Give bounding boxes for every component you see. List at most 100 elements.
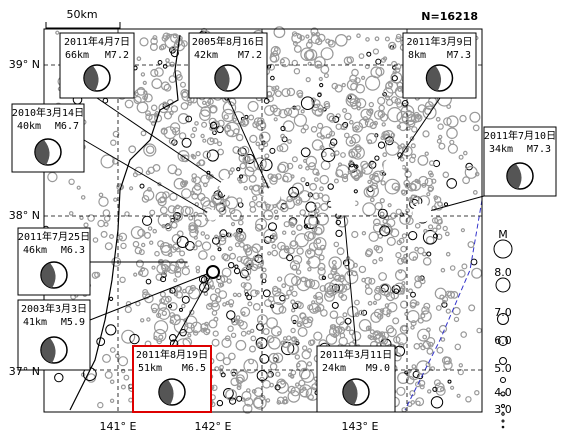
- quake: [259, 134, 264, 140]
- event-magnitude: M7.2: [238, 50, 262, 61]
- epicenter: [206, 265, 220, 279]
- quake: [378, 272, 388, 281]
- quake: [247, 100, 259, 112]
- quake: [297, 92, 304, 99]
- quake: [395, 33, 402, 40]
- quake: [262, 328, 270, 336]
- quake: [377, 110, 386, 119]
- quake: [351, 102, 358, 110]
- legend-label: 3.0: [494, 403, 512, 416]
- beachball-quadrant: [35, 140, 50, 165]
- beachball-quadrant: [343, 380, 358, 405]
- quake: [181, 267, 190, 276]
- quake: [436, 346, 444, 354]
- quake: [385, 80, 399, 94]
- quake: [379, 225, 391, 237]
- quake: [300, 369, 315, 383]
- quake: [308, 210, 316, 219]
- legend-label: 7.0: [494, 306, 512, 319]
- quake: [187, 333, 192, 338]
- quake: [178, 132, 187, 140]
- quake: [474, 171, 480, 177]
- quake: [309, 279, 320, 290]
- quake: [292, 254, 303, 265]
- quake: [445, 290, 452, 297]
- quake: [288, 106, 300, 118]
- quake: [320, 202, 329, 212]
- quake: [373, 120, 379, 126]
- quake: [227, 232, 233, 238]
- quake: [315, 296, 324, 305]
- quake: [307, 38, 313, 44]
- quake: [248, 174, 257, 183]
- quake: [417, 246, 425, 255]
- quake: [393, 288, 400, 295]
- quake: [201, 121, 208, 128]
- event-date: 2011年3月11日: [320, 348, 392, 361]
- quake: [225, 388, 238, 401]
- quake: [460, 228, 465, 233]
- quake: [221, 337, 232, 348]
- quake: [264, 299, 273, 308]
- quake: [280, 379, 286, 385]
- quake: [151, 265, 156, 270]
- quake: [142, 215, 153, 226]
- quake: [410, 320, 417, 327]
- quake: [236, 292, 242, 298]
- quake: [229, 209, 242, 222]
- quake: [329, 326, 341, 338]
- quake: [280, 245, 286, 251]
- quake: [392, 317, 400, 325]
- quake: [143, 143, 157, 157]
- quake: [368, 277, 376, 285]
- quake: [240, 306, 251, 317]
- quake: [350, 168, 362, 180]
- quake: [179, 307, 183, 312]
- event-magnitude: M7.2: [105, 50, 129, 61]
- event-depth: 51km: [138, 363, 162, 374]
- event-date: 2011年8月19日: [136, 348, 208, 361]
- quake: [163, 126, 177, 140]
- quake: [283, 221, 290, 228]
- quake: [350, 133, 361, 144]
- quake: [355, 83, 365, 94]
- quake: [446, 104, 452, 109]
- quake: [302, 345, 308, 351]
- trench: [404, 199, 483, 411]
- quake: [346, 35, 352, 41]
- quake: [391, 75, 398, 82]
- quake: [150, 104, 158, 112]
- quake: [443, 356, 452, 365]
- quake: [305, 155, 317, 168]
- quake: [315, 37, 323, 46]
- quake: [342, 173, 349, 180]
- quake: [372, 259, 378, 265]
- quake: [287, 139, 292, 144]
- quake: [181, 295, 190, 304]
- quake: [311, 103, 324, 117]
- quake: [363, 186, 375, 198]
- quake: [282, 340, 290, 348]
- quake: [377, 208, 388, 219]
- quake: [238, 228, 243, 233]
- quake: [410, 194, 416, 199]
- quake: [454, 343, 462, 351]
- quake: [433, 233, 438, 239]
- quake: [92, 237, 99, 243]
- legend-circle: [501, 412, 505, 416]
- quake: [407, 114, 416, 123]
- quake: [54, 372, 64, 383]
- quake: [239, 145, 250, 156]
- quake: [312, 168, 320, 176]
- quake: [145, 278, 152, 285]
- quake: [372, 218, 381, 227]
- event-depth: 66km: [65, 50, 89, 61]
- quake: [380, 180, 386, 186]
- quake: [174, 168, 182, 176]
- quake: [323, 73, 329, 79]
- quake: [296, 301, 304, 310]
- quake: [154, 67, 164, 77]
- quake: [420, 313, 426, 319]
- quake: [409, 156, 416, 164]
- quake: [354, 312, 360, 318]
